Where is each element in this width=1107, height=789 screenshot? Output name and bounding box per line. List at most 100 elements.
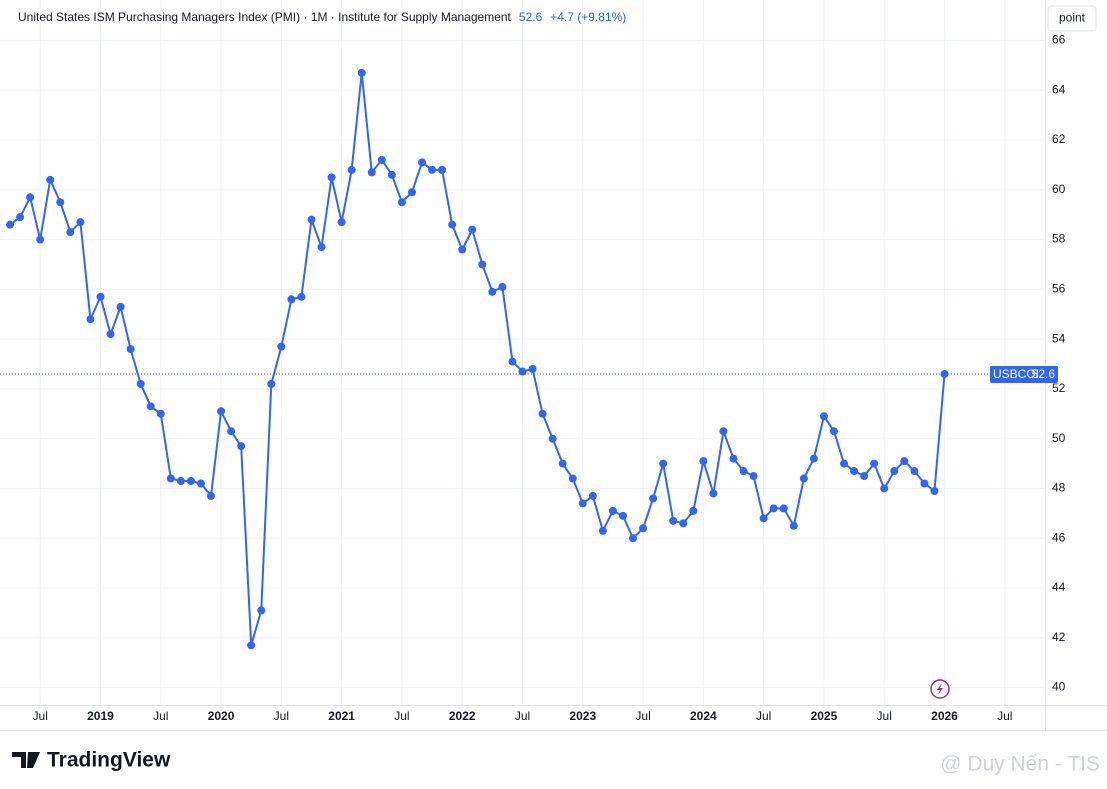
y-tick-label: 50 — [1052, 431, 1066, 445]
data-point — [407, 188, 416, 197]
data-point — [508, 357, 517, 366]
data-point — [900, 457, 909, 466]
data-point — [156, 409, 165, 418]
data-point — [669, 516, 678, 525]
y-tick-label: 56 — [1052, 282, 1066, 296]
data-point — [186, 477, 195, 485]
data-point — [789, 521, 798, 530]
data-point — [387, 170, 396, 179]
x-tick-label: Jul — [756, 709, 771, 723]
data-point — [659, 459, 668, 468]
data-point — [367, 168, 376, 177]
data-point — [618, 511, 627, 520]
data-point — [639, 524, 648, 533]
data-point — [920, 479, 929, 488]
data-point — [106, 330, 115, 339]
data-point — [799, 474, 808, 483]
watermark: @ Duy Nến - TIS — [940, 753, 1100, 776]
data-point — [438, 165, 447, 174]
data-point — [629, 534, 638, 543]
x-tick-label: 2019 — [87, 709, 114, 723]
x-tick-label: Jul — [153, 709, 168, 723]
event-icon[interactable] — [930, 679, 950, 699]
data-point — [548, 434, 557, 443]
data-point — [729, 454, 738, 463]
data-point — [779, 504, 788, 513]
data-point — [76, 218, 85, 227]
scale-button[interactable] — [1047, 5, 1097, 32]
y-tick-label: 58 — [1052, 232, 1066, 246]
chart-title: United States ISM Purchasing Managers In… — [18, 10, 512, 24]
data-point — [739, 467, 748, 476]
data-point — [809, 454, 818, 463]
data-point — [819, 412, 828, 421]
data-point — [36, 235, 45, 244]
data-point — [247, 641, 256, 650]
data-point — [56, 198, 65, 207]
data-point — [26, 193, 35, 202]
data-point — [578, 499, 587, 508]
data-point — [458, 245, 467, 254]
data-point — [829, 427, 838, 436]
data-point — [588, 491, 597, 500]
data-point — [397, 198, 406, 207]
data-point — [910, 467, 919, 476]
y-tick-label: 44 — [1052, 580, 1066, 594]
data-point — [478, 260, 487, 269]
data-point — [86, 315, 95, 324]
grid — [0, 0, 1045, 705]
x-tick-label: Jul — [877, 709, 892, 723]
data-point — [347, 165, 356, 174]
data-point — [16, 213, 25, 222]
data-point — [357, 68, 366, 77]
x-tick-label: Jul — [394, 709, 409, 723]
data-point — [940, 369, 949, 378]
data-point — [337, 218, 346, 227]
data-point — [46, 175, 55, 184]
data-point — [538, 409, 547, 418]
data-point — [769, 504, 778, 513]
data-point — [598, 526, 607, 535]
data-point — [6, 220, 15, 229]
data-point — [227, 427, 236, 436]
price-badge — [990, 365, 1058, 383]
data-point — [498, 282, 507, 291]
data-point — [880, 484, 889, 493]
y-tick-label: 42 — [1052, 630, 1066, 644]
data-point — [267, 379, 276, 388]
x-tick-label: 2025 — [811, 709, 838, 723]
data-point — [870, 459, 879, 468]
data-point — [850, 467, 859, 476]
data-point — [377, 155, 386, 164]
data-point — [689, 506, 698, 515]
data-point — [528, 365, 537, 373]
x-tick-label: 2024 — [690, 709, 717, 723]
y-tick-label: 40 — [1052, 680, 1066, 694]
data-point — [66, 228, 75, 237]
data-point — [96, 292, 105, 301]
data-point — [448, 220, 457, 229]
x-tick-label: Jul — [515, 709, 530, 723]
data-point — [518, 367, 527, 376]
y-tick-label: 60 — [1052, 182, 1066, 196]
data-point — [418, 158, 427, 167]
data-point — [840, 459, 849, 468]
x-tick-label: Jul — [997, 709, 1012, 723]
price-badge-value: 52.6 — [1032, 367, 1056, 381]
scale-button-label[interactable]: point — [1059, 11, 1086, 25]
data-point — [277, 342, 286, 351]
data-point — [699, 457, 708, 466]
x-tick-label: 2023 — [569, 709, 596, 723]
data-point — [608, 506, 617, 515]
data-point — [568, 474, 577, 483]
data-point — [116, 302, 125, 311]
data-point — [468, 225, 477, 234]
data-point — [307, 215, 316, 224]
data-point — [297, 292, 306, 301]
data-point — [890, 467, 899, 476]
data-point — [237, 442, 246, 451]
x-tick-label: Jul — [274, 709, 289, 723]
brand: TradingView — [47, 749, 171, 772]
data-point — [679, 519, 688, 528]
